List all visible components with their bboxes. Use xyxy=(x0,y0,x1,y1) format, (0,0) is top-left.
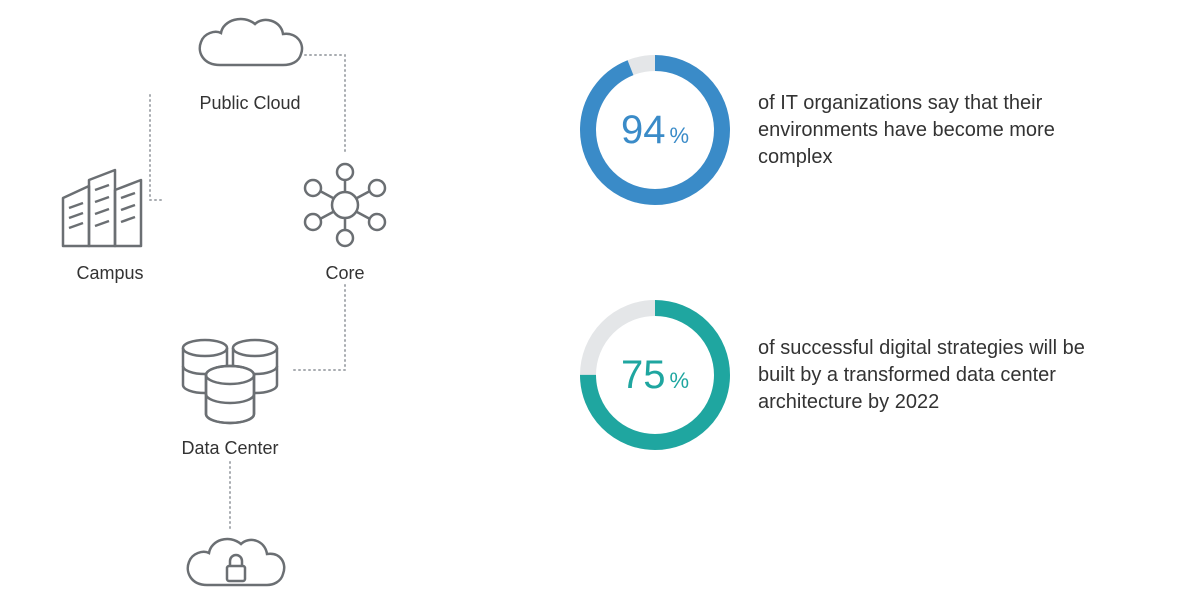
node-data-center: Data Center xyxy=(170,330,290,459)
node-label: Campus xyxy=(55,263,165,284)
node-campus: Campus xyxy=(55,160,165,284)
node-label: Data Center xyxy=(170,438,290,459)
hub-icon xyxy=(295,160,395,250)
node-label: Core xyxy=(295,263,395,284)
donut-value: 75 % xyxy=(580,300,730,450)
stat-block-1: 75 % of successful digital strategies wi… xyxy=(580,300,1118,450)
cloud-icon xyxy=(185,10,315,80)
node-public-cloud: Public Cloud xyxy=(185,10,315,114)
stat-text: of IT organizations say that their envir… xyxy=(758,90,1118,171)
node-label: Public Cloud xyxy=(185,93,315,114)
buildings-icon xyxy=(55,160,165,250)
node-core: Core xyxy=(295,160,395,284)
donut-chart: 94 % xyxy=(580,55,730,205)
cloud-lock-icon xyxy=(175,530,295,600)
donut-chart: 75 % xyxy=(580,300,730,450)
infographic-canvas: Public Cloud Campus xyxy=(0,0,1200,600)
stat-block-0: 94 % of IT organizations say that their … xyxy=(580,55,1118,205)
node-private-cloud xyxy=(175,530,295,600)
database-icon xyxy=(170,330,290,425)
donut-value: 94 % xyxy=(580,55,730,205)
stat-text: of successful digital strategies will be… xyxy=(758,335,1118,416)
